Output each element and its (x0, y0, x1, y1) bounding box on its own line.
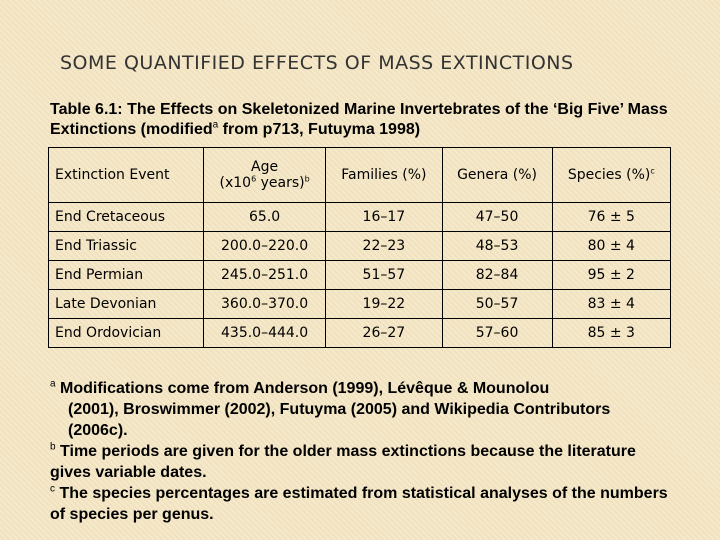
cell-genera: 57–60 (441, 318, 553, 348)
header-age-unit: (x106 years)b (210, 175, 319, 191)
cell-species: 76 ± 5 (551, 202, 672, 232)
slide-title: SOME QUANTIFIED EFFECTS OF MASS EXTINCTI… (60, 52, 574, 74)
cell-event: End Triassic (48, 231, 204, 261)
cell-event: End Cretaceous (48, 202, 204, 232)
footnote-text: The species percentages are estimated fr… (50, 485, 668, 523)
species-footnote-marker: c (650, 166, 655, 176)
age-unit-suffix: years) (256, 175, 305, 191)
header-species: Species (%)c (551, 147, 672, 203)
cell-age: 435.0–444.0 (202, 318, 327, 348)
cell-species: 85 ± 3 (551, 318, 672, 348)
table-header-row: Extinction Event Age (x106 years)b Famil… (48, 147, 672, 203)
age-footnote-marker: b (304, 174, 310, 184)
caption-text-end: from p713, Futuyma 1998) (218, 121, 421, 138)
cell-families: 26–27 (325, 318, 443, 348)
caption-superscript: a (212, 119, 219, 131)
cell-age: 245.0–251.0 (202, 260, 327, 290)
cell-event: Late Devonian (48, 289, 204, 319)
footnote-marker: a (50, 378, 56, 390)
extinction-table: Extinction Event Age (x106 years)b Famil… (48, 147, 672, 348)
header-age: Age (x106 years)b (202, 147, 327, 203)
cell-families: 19–22 (325, 289, 443, 319)
footnote-text: Modifications come from Anderson (1999),… (55, 380, 550, 397)
cell-genera: 82–84 (441, 260, 553, 290)
footnote-text: Time periods are given for the older mas… (50, 443, 636, 481)
cell-genera: 50–57 (441, 289, 553, 319)
cell-families: 22–23 (325, 231, 443, 261)
cell-event: End Permian (48, 260, 204, 290)
footnote-a-continued: (2001), Broswimmer (2002), Futuyma (2005… (68, 401, 611, 439)
table-row: End Cretaceous 65.0 16–17 47–50 76 ± 5 (48, 202, 672, 232)
cell-genera: 47–50 (441, 202, 553, 232)
header-extinction-event: Extinction Event (48, 147, 204, 203)
footnotes: a Modifications come from Anderson (1999… (50, 378, 670, 525)
footnote-marker: c (50, 483, 55, 495)
footnote-c: c The species percentages are estimated … (50, 483, 670, 525)
header-species-label: Species (%) (567, 167, 651, 183)
cell-species: 95 ± 2 (551, 260, 672, 290)
cell-event: End Ordovician (48, 318, 204, 348)
cell-species: 83 ± 4 (551, 289, 672, 319)
header-families: Families (%) (325, 147, 443, 203)
age-unit-exponent: 6 (251, 174, 257, 184)
header-age-line1: Age (251, 159, 279, 175)
cell-families: 16–17 (325, 202, 443, 232)
cell-families: 51–57 (325, 260, 443, 290)
table-row: End Permian 245.0–251.0 51–57 82–84 95 ±… (48, 260, 672, 290)
cell-age: 65.0 (202, 202, 327, 232)
cell-age: 200.0–220.0 (202, 231, 327, 261)
table-row: Late Devonian 360.0–370.0 19–22 50–57 83… (48, 289, 672, 319)
cell-age: 360.0–370.0 (202, 289, 327, 319)
footnote-marker: b (50, 441, 56, 453)
header-genera: Genera (%) (441, 147, 553, 203)
table-row: End Triassic 200.0–220.0 22–23 48–53 80 … (48, 231, 672, 261)
cell-genera: 48–53 (441, 231, 553, 261)
age-unit-prefix: (x10 (219, 175, 252, 191)
footnote-a: a Modifications come from Anderson (1999… (50, 378, 670, 399)
table-row: End Ordovician 435.0–444.0 26–27 57–60 8… (48, 318, 672, 348)
cell-species: 80 ± 4 (551, 231, 672, 261)
footnote-b: b Time periods are given for the older m… (50, 441, 670, 483)
table-caption: Table 6.1: The Effects on Skeletonized M… (50, 100, 670, 140)
caption-text: Table 6.1: The Effects on Skeletonized M… (50, 101, 668, 138)
